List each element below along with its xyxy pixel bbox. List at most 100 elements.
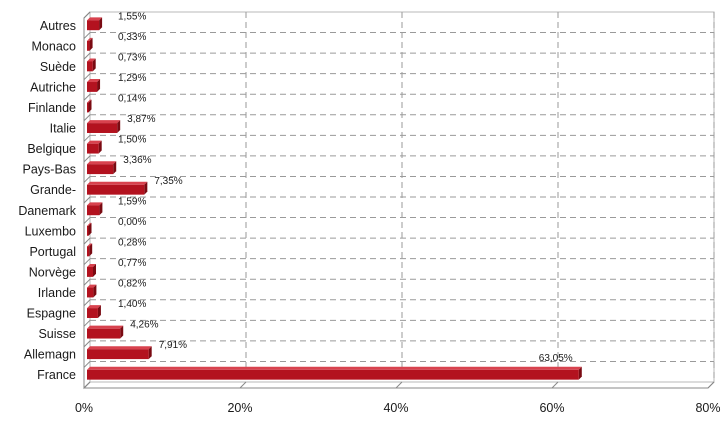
data-label: 0,77% (118, 258, 146, 269)
x-tick-label: 20% (227, 401, 252, 415)
bar-end (99, 202, 103, 216)
bar-end (89, 37, 93, 51)
bar-end (117, 120, 121, 133)
bar-top (87, 202, 103, 206)
data-label: 0,33% (118, 32, 146, 43)
bar-end (88, 222, 92, 236)
x-tick-label: 60% (539, 401, 564, 415)
bar-end (578, 366, 582, 380)
data-label: 1,59% (118, 196, 146, 207)
data-label: 1,55% (118, 11, 146, 22)
data-label: 0,00% (118, 217, 146, 228)
data-label: 4,26% (130, 320, 158, 331)
y-tick-mark (83, 361, 91, 368)
bar-top (87, 99, 92, 103)
category-label: Irlande (38, 286, 76, 300)
bar (87, 123, 118, 133)
bar-top (87, 17, 103, 21)
bar-top (87, 79, 101, 83)
category-label: Finlande (28, 101, 76, 115)
bar-end (93, 264, 97, 277)
y-tick-mark (83, 73, 91, 81)
bar (87, 61, 93, 72)
bar (87, 82, 98, 92)
data-label: 3,87% (127, 114, 155, 125)
y-tick-mark (83, 196, 91, 204)
bar-end (148, 346, 152, 360)
x-tick-label: 40% (383, 401, 408, 415)
bar (87, 40, 90, 51)
data-label: 0,28% (118, 237, 146, 248)
data-label: 0,82% (118, 279, 146, 290)
side-wall (83, 11, 91, 390)
bar-top (87, 181, 148, 185)
bar-end (92, 58, 96, 72)
x-tick-label: 80% (695, 401, 720, 415)
y-tick-mark (83, 299, 91, 307)
data-label: 0,14% (118, 94, 146, 105)
y-tick-mark (83, 176, 91, 183)
bar-top (87, 366, 582, 370)
bar-end (93, 284, 97, 298)
bar-end (144, 181, 148, 195)
bar (87, 102, 89, 113)
data-label: 7,91% (159, 340, 187, 351)
bar-top (87, 120, 121, 124)
data-label: 7,35% (154, 176, 182, 187)
bar (87, 267, 94, 277)
bar-top (87, 346, 152, 350)
category-label: Autriche (30, 80, 76, 94)
data-label: 1,29% (118, 73, 146, 84)
y-tick-mark (83, 340, 91, 348)
data-label: 0,73% (118, 52, 146, 63)
bar (87, 205, 100, 216)
y-tick-mark (83, 278, 91, 286)
category-label: Luxembo (25, 224, 76, 238)
bar-top (87, 37, 93, 41)
y-tick-mark (83, 134, 91, 142)
bar-top (87, 264, 97, 268)
category-label: Autres (40, 19, 76, 33)
category-label: Italie (50, 122, 76, 136)
category-label: Belgique (27, 142, 76, 156)
bar (87, 164, 114, 175)
x-tick-mark (551, 381, 559, 389)
y-tick-mark (83, 93, 91, 101)
bar (87, 246, 90, 257)
bar (87, 287, 94, 298)
category-label: Danemark (18, 204, 76, 218)
bar-top (87, 305, 101, 309)
bar-top (87, 161, 117, 165)
bar (87, 328, 121, 339)
category-label: Suède (40, 60, 76, 74)
bar-end (99, 17, 103, 31)
bar (87, 349, 149, 360)
category-label: Suisse (38, 327, 76, 341)
bar-top (87, 140, 102, 144)
data-label: 1,40% (118, 299, 146, 310)
bar (87, 369, 579, 380)
y-tick-mark (83, 237, 91, 245)
y-tick-mark (83, 319, 91, 327)
bar-end (97, 305, 101, 318)
bar (87, 20, 100, 31)
category-label: France (37, 368, 76, 382)
y-tick-mark (83, 32, 91, 39)
bar-end (97, 79, 101, 92)
bar-top (87, 58, 96, 62)
bar-end (98, 140, 102, 154)
bar-end (120, 325, 124, 339)
floor-edge (84, 381, 715, 389)
data-label: 3,36% (123, 155, 151, 166)
bar (87, 308, 98, 318)
y-tick-mark (83, 52, 91, 60)
category-label: Portugal (29, 245, 76, 259)
bar (87, 143, 99, 154)
category-label: Grande- (30, 183, 76, 197)
data-label: 1,50% (118, 135, 146, 146)
bar-top (87, 284, 97, 288)
bar-top (87, 325, 124, 329)
bar-end (88, 99, 92, 113)
